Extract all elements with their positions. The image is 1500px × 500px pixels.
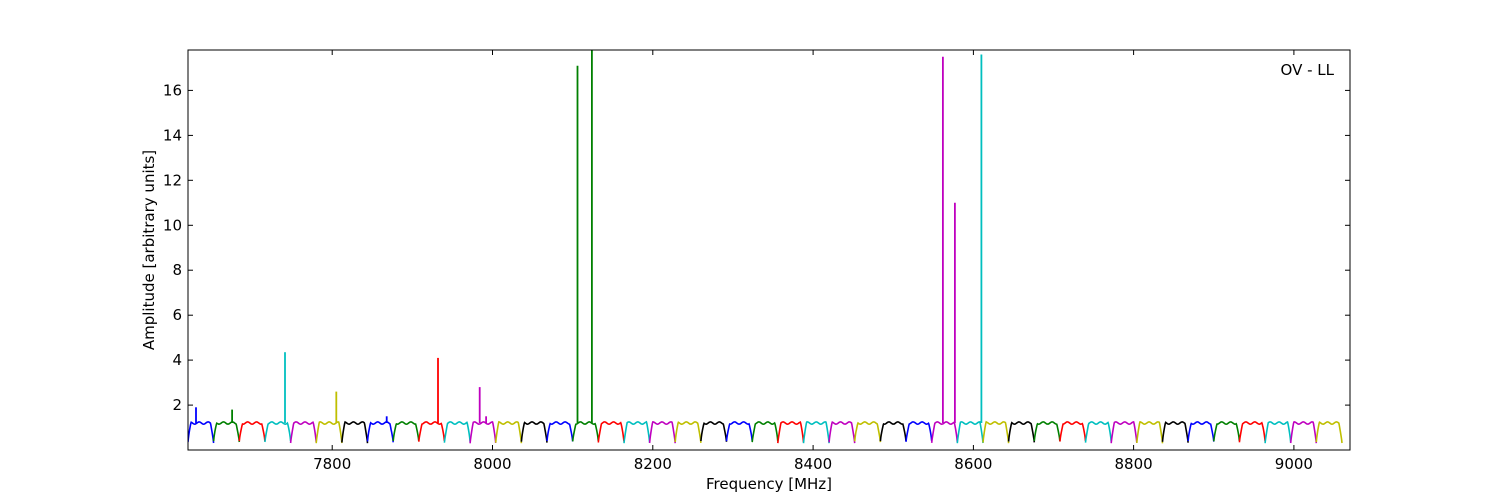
channel-line	[520, 421, 548, 443]
channel-line	[1161, 421, 1189, 443]
channel-line	[1033, 421, 1061, 442]
channel-line	[956, 421, 984, 444]
channel-line	[623, 420, 651, 444]
ticks-layer: 7800 8000 8200 8400 8600 8800 9000 2 4 6 8 10 12 14 16	[163, 50, 1350, 473]
channel-line	[751, 421, 779, 443]
series-layer	[188, 50, 1343, 444]
channel-line	[469, 421, 497, 444]
channel-line	[212, 421, 241, 443]
x-tick-label: 8800	[1115, 455, 1153, 473]
x-tick-label: 8200	[634, 455, 672, 473]
x-tick-label: 7800	[313, 455, 351, 473]
y-tick-label: 16	[163, 81, 182, 99]
channel-line	[546, 421, 574, 442]
y-tick-label: 2	[172, 396, 182, 414]
channel-line	[1238, 421, 1266, 443]
channel-line	[1084, 421, 1112, 443]
channel-line	[1007, 421, 1036, 443]
channel-line	[1059, 421, 1087, 442]
channel-line	[905, 421, 933, 442]
channel-line	[1264, 421, 1292, 444]
x-tick-label: 9000	[1275, 455, 1313, 473]
y-tick-label: 10	[163, 216, 182, 234]
channel-line	[930, 421, 959, 443]
channel-line	[366, 421, 394, 443]
channel-line	[571, 421, 600, 442]
channel-line	[289, 421, 317, 444]
channel-line	[597, 421, 625, 443]
channel-line	[1315, 421, 1343, 444]
channel-line	[725, 421, 753, 442]
channel-line	[494, 420, 523, 444]
x-tick-label: 8600	[954, 455, 992, 473]
channel-line	[828, 420, 856, 444]
channel-line	[853, 421, 882, 443]
panel-annotation: OV - LL	[1281, 61, 1335, 79]
channel-line	[1213, 421, 1241, 442]
channel-line	[700, 421, 728, 442]
channel-line	[1136, 421, 1164, 444]
y-tick-label: 4	[172, 351, 182, 369]
channel-line	[1110, 420, 1138, 444]
x-tick-label: 8400	[794, 455, 832, 473]
y-tick-label: 12	[163, 171, 182, 189]
channel-line	[315, 421, 343, 444]
channel-line	[1187, 421, 1215, 442]
channel-line	[648, 421, 676, 444]
y-axis-label: Amplitude [arbitrary units]	[140, 150, 158, 350]
channel-line	[264, 421, 292, 443]
y-tick-label: 8	[172, 261, 182, 279]
channel-line	[674, 421, 702, 443]
y-tick-label: 6	[172, 306, 182, 324]
channel-line	[392, 421, 420, 442]
plot-frame	[187, 49, 1351, 451]
channel-line	[777, 420, 805, 444]
channel-line	[879, 421, 907, 442]
channel-line	[802, 421, 830, 444]
channel-line	[418, 421, 446, 442]
channel-line	[982, 420, 1010, 444]
x-tick-label: 8000	[473, 455, 511, 473]
channel-line	[443, 421, 471, 443]
channel-line	[188, 421, 215, 444]
y-tick-label: 14	[163, 126, 182, 144]
channel-line	[1289, 421, 1318, 444]
x-axis-label: Frequency [MHz]	[706, 475, 832, 493]
channel-line	[238, 421, 266, 442]
channel-line	[341, 420, 369, 444]
